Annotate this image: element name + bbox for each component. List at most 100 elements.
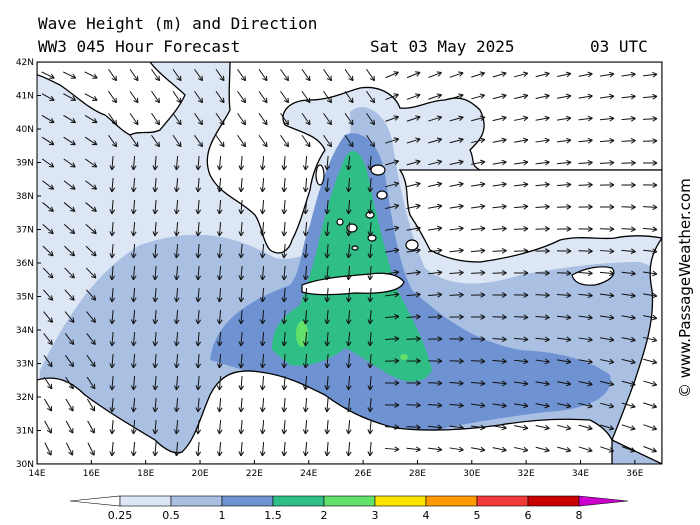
island-kos (367, 234, 377, 242)
direction-arrow (535, 137, 550, 144)
direction-arrow (281, 199, 288, 215)
lon-tick-label: 22E (246, 469, 263, 479)
direction-arrow (471, 159, 486, 166)
direction-arrow (556, 314, 572, 321)
direction-arrow (406, 159, 421, 166)
direction-arrow (471, 137, 486, 144)
direction-arrow (492, 380, 507, 387)
direction-arrow (470, 292, 486, 298)
direction-arrow (238, 177, 245, 193)
direction-arrow (259, 353, 266, 369)
legend-tick-label: 6 (525, 509, 532, 522)
lon-tick-label: 32E (518, 469, 535, 479)
direction-arrow (471, 93, 486, 100)
direction-arrow (557, 93, 572, 100)
direction-arrow (578, 159, 593, 166)
direction-arrow (281, 353, 288, 369)
wave-zone-3m (400, 354, 408, 360)
direction-arrow (578, 314, 593, 321)
lon-tick-label: 24E (300, 469, 317, 479)
direction-arrow (216, 199, 223, 215)
direction-arrow (84, 93, 98, 101)
direction-arrow (195, 243, 202, 259)
direction-arrow (492, 203, 507, 210)
direction-arrow (65, 398, 74, 412)
direction-arrow (65, 442, 74, 456)
direction-arrow (152, 221, 159, 237)
direction-arrow (173, 243, 180, 259)
direction-arrow (42, 223, 54, 235)
direction-arrow (470, 247, 486, 254)
direction-arrow (427, 247, 443, 254)
direction-arrow (259, 287, 266, 303)
direction-arrow (600, 380, 615, 387)
direction-arrow (492, 402, 507, 409)
direction-arrow (514, 71, 529, 78)
direction-arrow (514, 402, 529, 409)
direction-arrow (449, 402, 464, 409)
direction-arrow (406, 291, 421, 298)
direction-arrow (367, 265, 374, 281)
land-africa (37, 370, 613, 464)
direction-arrow (492, 292, 507, 298)
direction-arrow (406, 247, 421, 254)
latitude-labels: 42N 41N 40N 39N 38N 37N 36N 35N 34N 33N 32N 31N 30N (16, 58, 41, 470)
direction-arrow (109, 309, 116, 325)
legend-high-cap (578, 495, 629, 507)
direction-arrow (556, 336, 572, 343)
lon-tick-label: 20E (191, 469, 208, 479)
direction-arrow (367, 331, 374, 347)
direction-arrow (449, 159, 464, 166)
direction-arrow (385, 181, 400, 188)
direction-arrow (384, 446, 400, 453)
direction-arrow (471, 424, 486, 431)
direction-arrow (578, 71, 593, 78)
direction-arrow (302, 309, 309, 325)
direction-arrow (535, 358, 550, 365)
direction-arrow (427, 336, 443, 342)
direction-arrow (384, 358, 400, 364)
direction-arrow (281, 265, 288, 281)
direction-arrow (86, 354, 96, 368)
direction-arrow (535, 115, 550, 122)
direction-arrow (557, 424, 572, 431)
direction-arrow (578, 446, 593, 453)
direction-arrow (535, 93, 550, 100)
direction-arrow (173, 309, 180, 325)
direction-arrow (428, 115, 443, 122)
direction-arrow (492, 159, 507, 166)
direction-arrow (599, 226, 615, 232)
direction-arrow (428, 225, 443, 232)
direction-arrow (535, 292, 550, 298)
direction-arrow (384, 424, 400, 430)
direction-arrow (237, 112, 247, 126)
direction-arrow (599, 204, 615, 210)
direction-arrow (41, 136, 55, 146)
direction-arrow (302, 155, 309, 171)
direction-arrow (621, 115, 636, 122)
direction-arrow (302, 221, 309, 237)
direction-arrow (172, 134, 182, 148)
direction-arrow (578, 336, 593, 343)
direction-arrow (130, 441, 137, 457)
direction-arrow (130, 287, 137, 303)
direction-arrow (195, 419, 202, 435)
direction-arrow (514, 115, 529, 122)
direction-arrow (109, 331, 116, 347)
lon-tick-label: 28E (409, 469, 426, 479)
direction-arrow (172, 90, 182, 104)
direction-arrow (621, 71, 636, 78)
direction-arrow (280, 68, 290, 82)
direction-arrow (324, 287, 331, 303)
direction-arrow (621, 314, 636, 321)
direction-arrow (195, 375, 202, 391)
direction-arrow (109, 397, 116, 413)
direction-arrow (449, 247, 464, 254)
direction-arrow (195, 331, 202, 347)
direction-arrow (385, 225, 400, 232)
legend-color-box (527, 495, 580, 507)
direction-arrow (428, 181, 443, 188)
direction-arrow (237, 90, 247, 104)
direction-arrow (109, 441, 116, 457)
direction-arrow (324, 221, 331, 237)
